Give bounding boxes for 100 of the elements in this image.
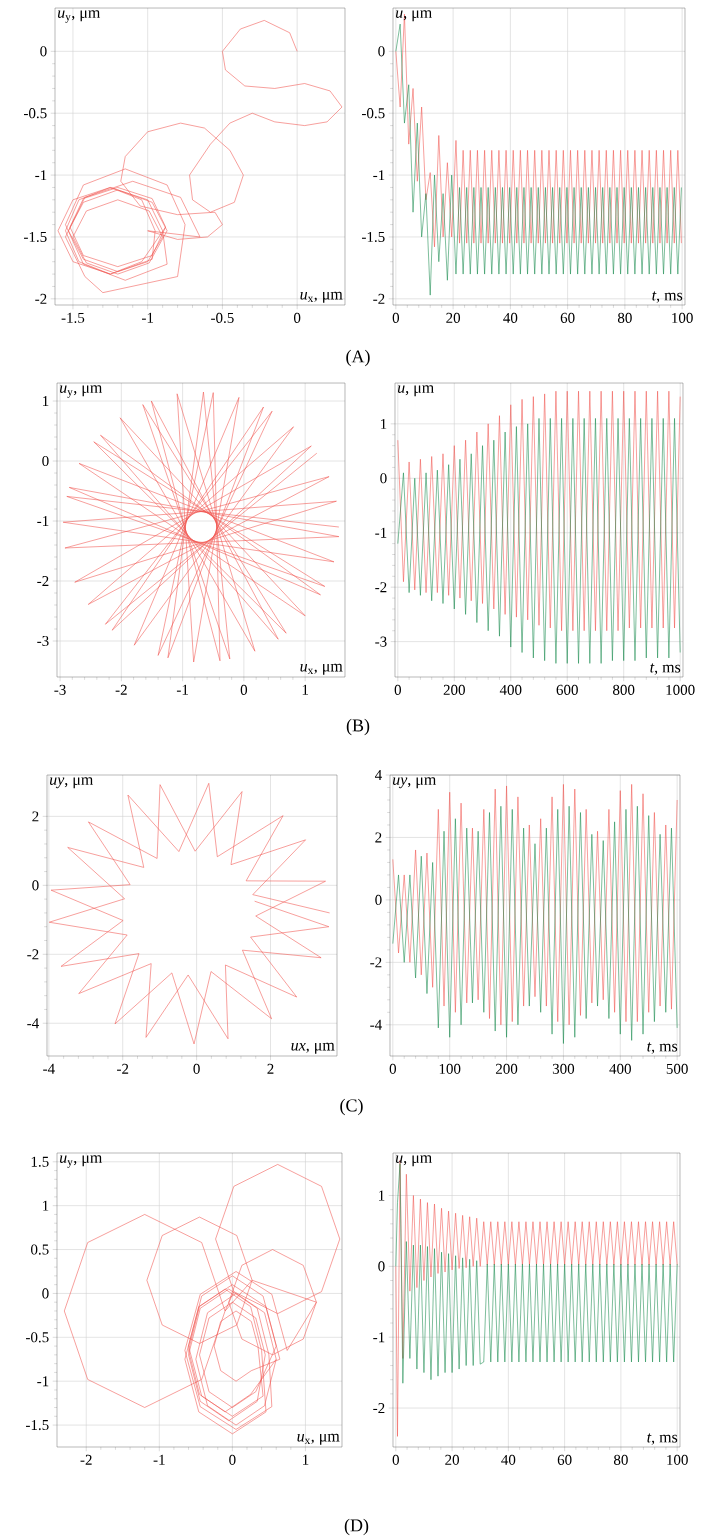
x-axis-title: t, ms [647, 1433, 678, 1445]
x-tick-label: 0 [392, 312, 400, 323]
x-tick-label: -1.5 [61, 312, 85, 323]
y-axis-title: u$_{y}$, μm [60, 385, 103, 398]
x-tick-label: 0 [392, 1454, 399, 1465]
x-tick-label: 400 [609, 1063, 631, 1074]
y-tick-label: 1.5 [31, 1156, 49, 1167]
x-axis-title: ux, μm [291, 1042, 335, 1054]
x-tick-label: -2 [80, 1454, 92, 1465]
x-tick-label: 0 [229, 1454, 236, 1465]
x-axis-title: u$_{x}$, μm [297, 1433, 340, 1445]
y-tick-label: 2 [375, 832, 382, 843]
x-axis-title: t, ms [647, 1042, 678, 1054]
x-tick-label: 80 [617, 312, 632, 323]
y-tick-label: 1 [379, 1190, 385, 1201]
y-tick-label: -1 [37, 516, 49, 526]
y-tick-label: -4 [370, 1019, 382, 1030]
y-tick-label: -2 [27, 949, 39, 960]
x-tick-label: 80 [613, 1454, 628, 1465]
y-axis-title: u$_{y}$, μm [60, 1155, 103, 1168]
x-tick-label: 0 [193, 1063, 200, 1074]
y-tick-label: 0 [375, 894, 382, 905]
y-axis-title: uy, μm [50, 777, 94, 789]
x-tick-label: -1 [141, 312, 154, 323]
x-tick-label: 1000 [666, 684, 695, 695]
y-tick-label: 1 [43, 1200, 49, 1211]
y-tick-label: 0 [378, 1261, 385, 1272]
x-axis-title: u$_{x}$, μm [300, 291, 343, 303]
x-tick-label: -1 [153, 1454, 165, 1465]
x-tick-label: -0.5 [211, 312, 234, 324]
y-tick-label: 0 [32, 880, 39, 891]
text: (C) [340, 1098, 363, 1116]
y-tick-label: -1.5 [362, 231, 385, 243]
x-axis-title: t, ms [650, 663, 681, 675]
x-tick-label: 2 [267, 1063, 274, 1074]
y-axis-title: u, μm [396, 1155, 432, 1167]
y-tick-label: -1 [375, 527, 387, 538]
y-tick-label: 1 [43, 396, 49, 406]
y-axis-title: u, μm [396, 10, 432, 22]
text: (A) [346, 349, 370, 367]
x-tick-label: 200 [495, 1063, 518, 1074]
y-tick-label: 0 [40, 46, 47, 57]
x-tick-label: 100 [439, 1063, 461, 1074]
y-tick-label: 0 [42, 455, 49, 467]
y-tick-label: -3 [375, 636, 387, 647]
x-tick-label: -2 [115, 684, 127, 695]
x-tick-label: 20 [446, 312, 461, 323]
x-tick-label: 40 [501, 1454, 516, 1465]
y-tick-label: -1 [373, 170, 385, 181]
x-tick-label: 60 [560, 312, 575, 323]
y-tick-label: -1 [373, 1332, 385, 1343]
y-tick-label: -2 [373, 293, 385, 304]
y-tick-label: -2 [37, 576, 49, 586]
x-tick-label: 100 [672, 312, 693, 323]
y-tick-label: -1.5 [26, 1420, 49, 1431]
x-axis-title: u$_{x}$, μm [300, 663, 343, 675]
x-tick-label: 60 [557, 1454, 572, 1465]
x-tick-label: 500 [666, 1063, 688, 1074]
y-tick-label: -3 [37, 635, 49, 647]
x-tick-label: 600 [556, 684, 578, 695]
x-tick-label: 200 [443, 684, 465, 695]
x-tick-label: -1 [176, 684, 188, 695]
y-axis-title: u$_{y}$, μm [58, 10, 101, 23]
y-tick-label: -2 [373, 1403, 385, 1414]
y-tick-label: 0 [378, 46, 385, 57]
x-tick-label: 1 [303, 1454, 309, 1465]
y-tick-label: 2 [32, 811, 39, 822]
text: (B) [346, 718, 370, 736]
x-tick-label: 20 [445, 1454, 460, 1465]
text: (D) [344, 1518, 369, 1536]
x-tick-label: 0 [394, 684, 401, 695]
x-tick-label: 0 [293, 312, 301, 323]
y-tick-label: -1 [37, 1376, 49, 1387]
y-tick-label: -2 [375, 582, 387, 593]
y-tick-label: -1 [35, 170, 47, 181]
x-tick-label: 400 [499, 684, 522, 695]
x-tick-label: 800 [613, 684, 635, 695]
y-tick-label: -0.5 [24, 108, 47, 119]
x-tick-label: -3 [54, 684, 66, 695]
y-axis-title: u, μm [398, 385, 434, 397]
y-tick-label: -1.5 [24, 231, 47, 243]
y-tick-label: 0.5 [31, 1244, 49, 1255]
x-tick-label: 1 [302, 684, 309, 695]
x-tick-label: -2 [117, 1063, 129, 1074]
y-tick-label: -0.5 [26, 1332, 49, 1343]
x-tick-label: 300 [552, 1063, 575, 1074]
x-tick-label: 100 [667, 1454, 688, 1465]
x-tick-label: 0 [240, 684, 248, 695]
x-tick-label: 40 [503, 312, 518, 323]
y-tick-label: -2 [370, 957, 382, 968]
line-series [397, 418, 681, 664]
y-tick-label: -2 [35, 293, 47, 304]
y-tick-label: 0 [42, 1288, 49, 1299]
y-tick-label: 0 [380, 473, 387, 484]
y-tick-label: 4 [374, 770, 382, 780]
x-tick-label: 0 [389, 1063, 397, 1074]
y-tick-label: -0.5 [362, 108, 385, 119]
y-tick-label: -4 [27, 1018, 39, 1029]
y-tick-label: 1 [381, 418, 387, 429]
x-axis-title: t, ms [652, 291, 683, 303]
